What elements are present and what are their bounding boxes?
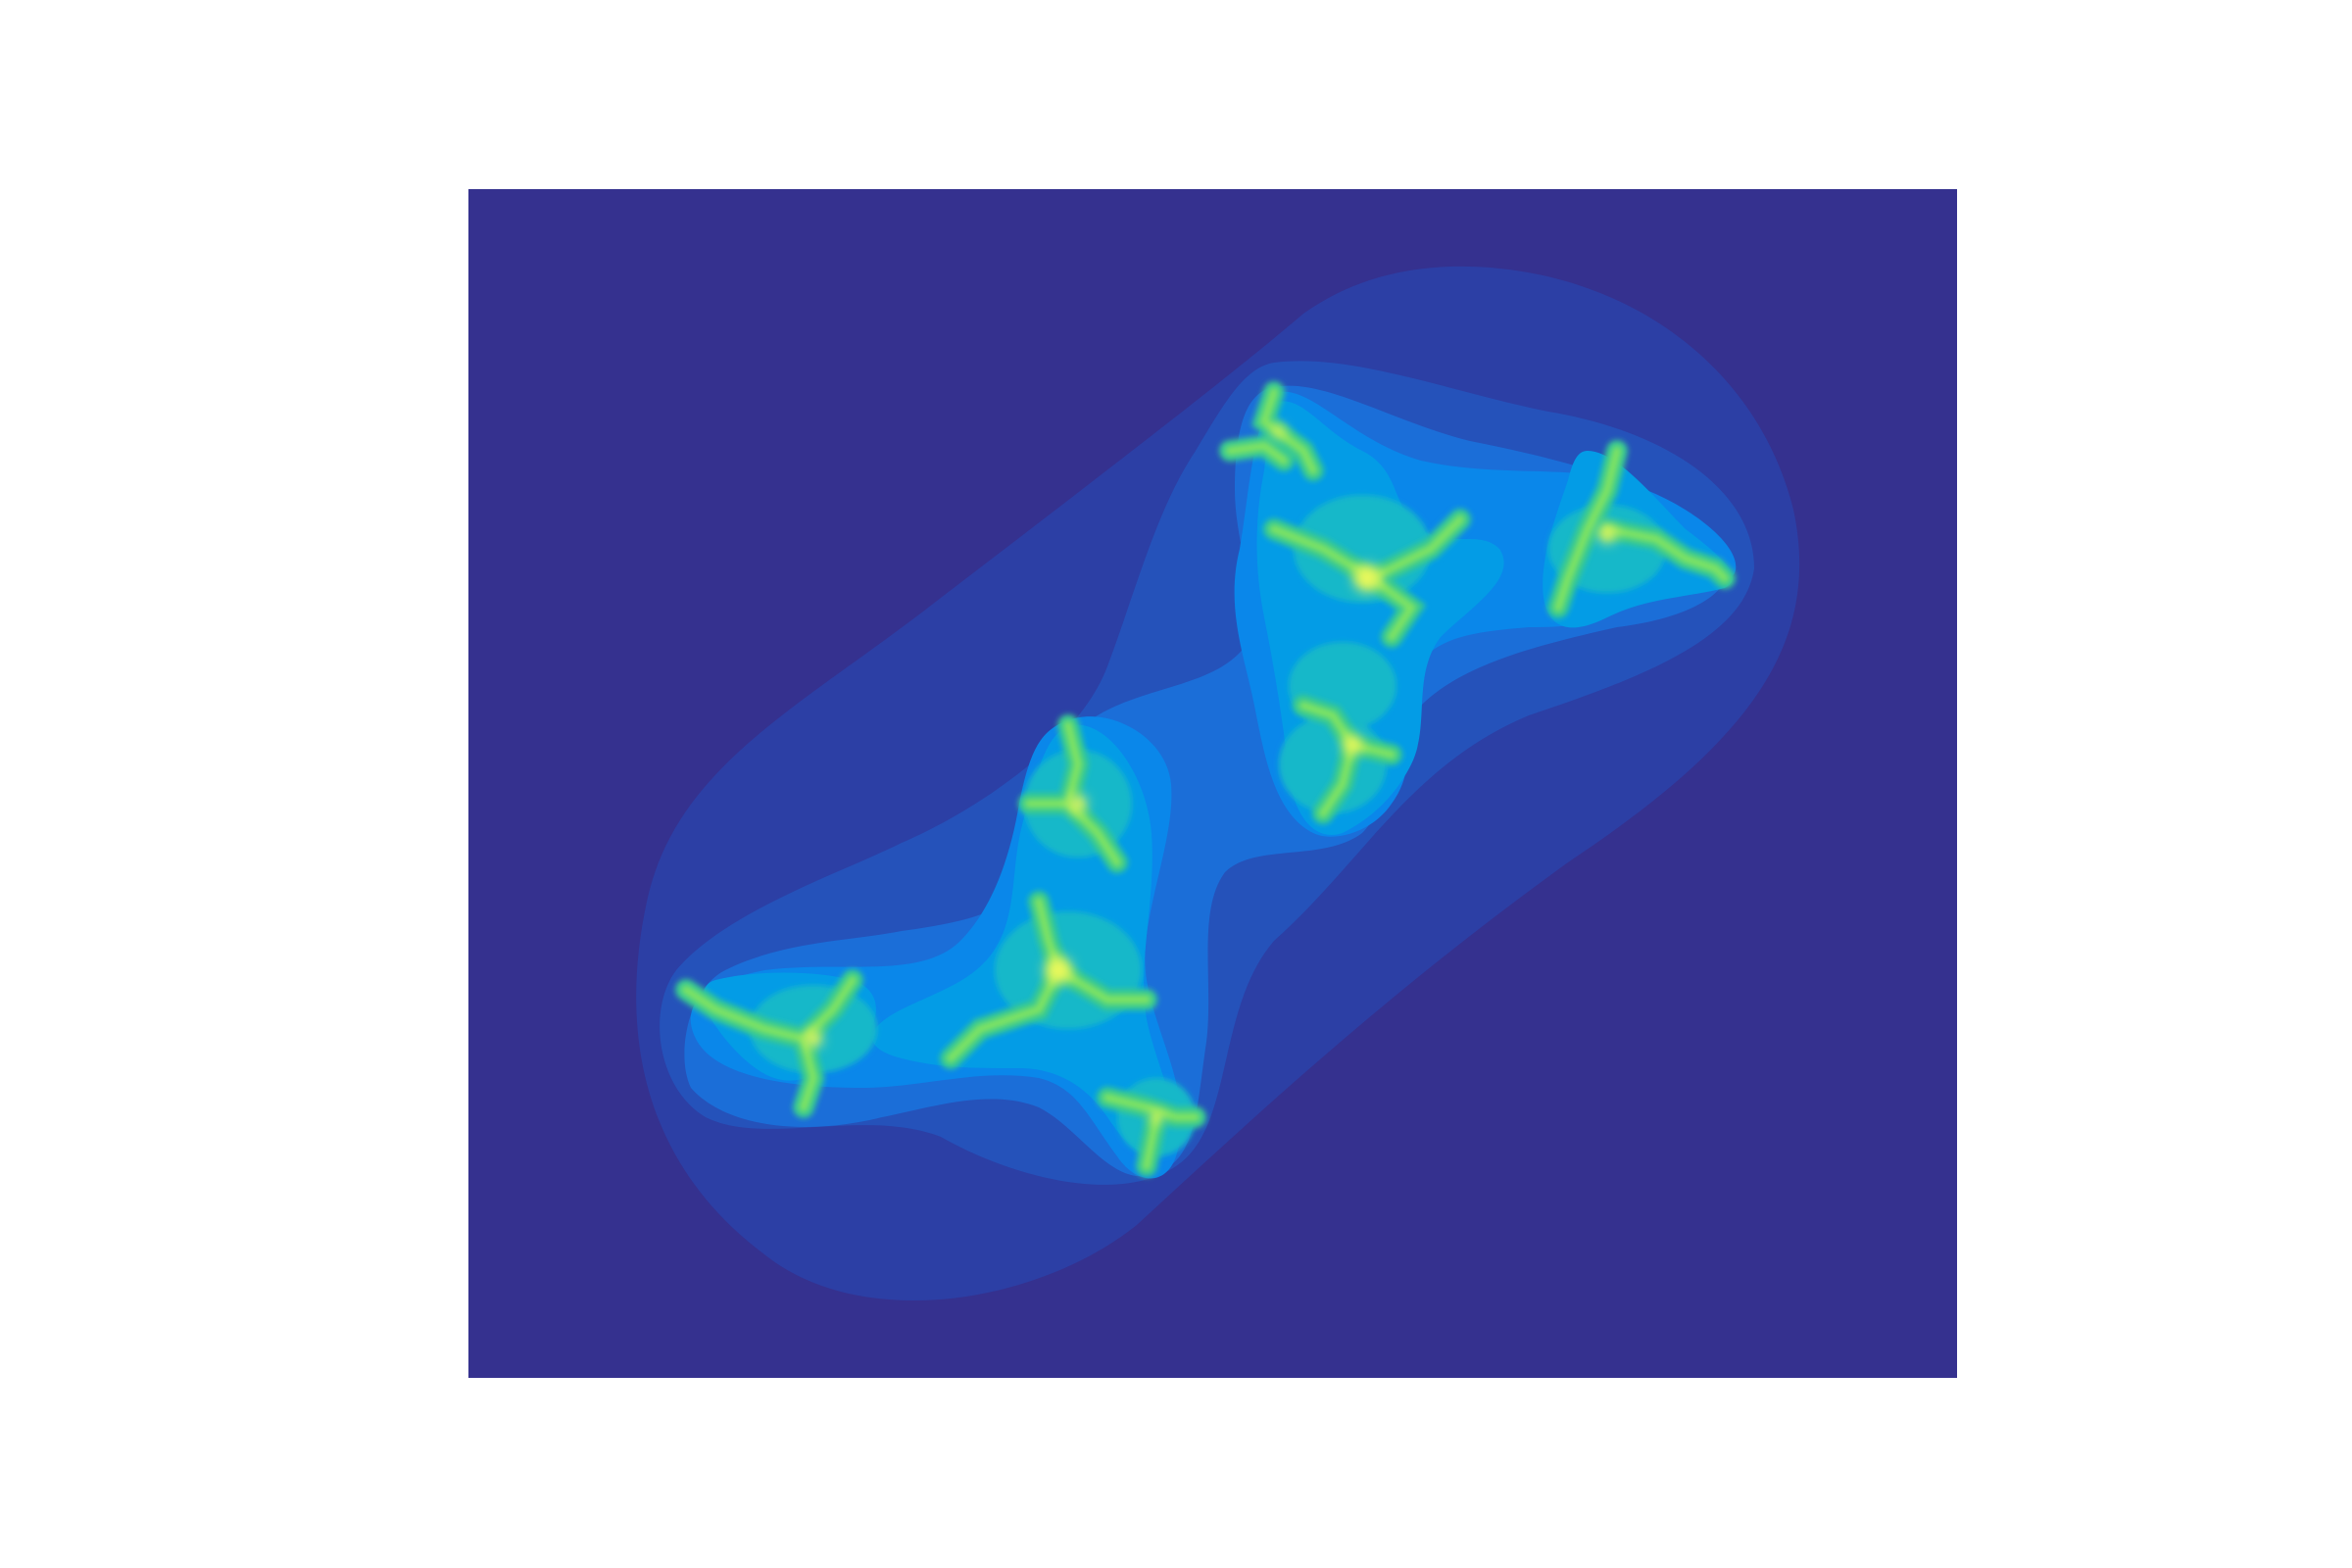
- fractal-highlights: [805, 425, 1616, 1123]
- escape-band-5: [704, 401, 1733, 1155]
